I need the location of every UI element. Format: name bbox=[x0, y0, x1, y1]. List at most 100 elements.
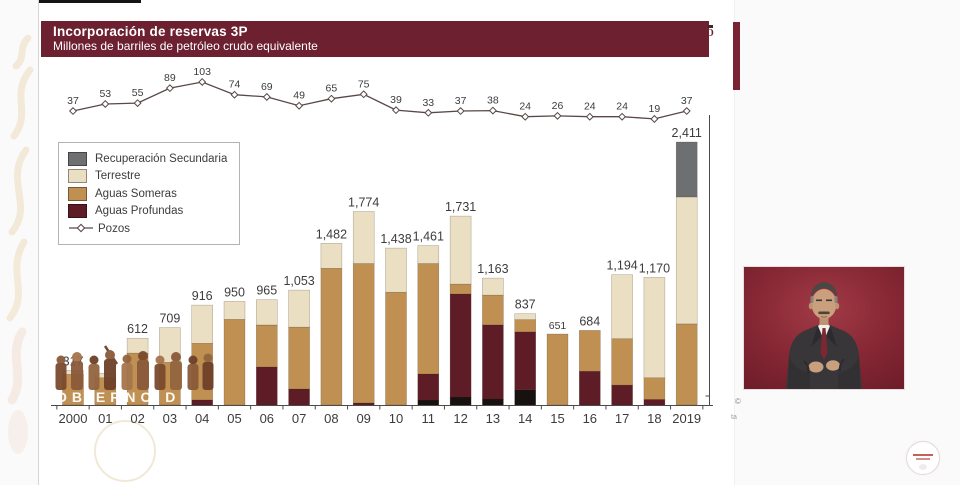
sign-language-interpreter-video bbox=[743, 266, 905, 390]
pozos-marker bbox=[198, 77, 207, 86]
bar-segment-someras bbox=[320, 268, 343, 406]
bar-total-label: 1,163 bbox=[477, 262, 508, 276]
pozos-value-labels: 37 53 55 89 103 74 69 49 65 75 39 33 37 38 24 26 24 24 19 3… bbox=[67, 66, 693, 115]
pozos-value-label: 53 bbox=[99, 88, 111, 100]
bar-segment-terrestre bbox=[256, 299, 278, 326]
bar-segment-terrestre bbox=[417, 245, 440, 264]
x-tick-label: 05 bbox=[227, 411, 241, 426]
top-edge-line bbox=[39, 0, 141, 3]
pozos-marker bbox=[650, 114, 659, 123]
bar-total-label: 965 bbox=[256, 284, 277, 298]
x-tick-label: 15 bbox=[550, 411, 564, 426]
bar-segment-negro bbox=[514, 389, 536, 406]
legend-label: Pozos bbox=[98, 222, 130, 235]
pozos-value-label: 26 bbox=[552, 100, 564, 112]
bar-total-label: 651 bbox=[549, 320, 567, 332]
slide-title-bar: Incorporación de reservas 3P Millones de… bbox=[41, 21, 709, 57]
bar-total-label: 1,482 bbox=[316, 227, 347, 241]
x-tick-label: 10 bbox=[389, 411, 403, 426]
pozos-value-label: 74 bbox=[229, 79, 241, 91]
interpreter-illustration bbox=[744, 267, 904, 389]
legend-label: Aguas Someras bbox=[95, 187, 177, 200]
bar-segment-someras bbox=[579, 330, 601, 372]
x-axis bbox=[51, 115, 713, 410]
gobierno-heroes-watermark: OBIERNO D bbox=[55, 345, 214, 405]
margin-ornament-blob bbox=[8, 410, 28, 454]
legend-label: Recuperación Secundaria bbox=[95, 152, 228, 165]
pozos-value-label: 103 bbox=[193, 66, 211, 78]
bar-segment-terrestre bbox=[482, 277, 504, 296]
bar-total-label: 1,461 bbox=[413, 230, 444, 244]
bar-total-label: 2,411 bbox=[672, 126, 702, 140]
pozos-marker bbox=[327, 94, 336, 103]
legend-swatch-secundaria bbox=[68, 151, 87, 166]
bar-segment-negro bbox=[417, 399, 440, 406]
bar-segment-someras bbox=[675, 323, 698, 406]
small-text-fragment: ta bbox=[731, 414, 737, 421]
bar-segment-someras bbox=[643, 377, 666, 400]
bar-segment-someras bbox=[256, 324, 278, 368]
clipped-logo-letter: O bbox=[706, 28, 714, 39]
bar-segment-profundas bbox=[482, 324, 504, 400]
bar-segment-terrestre bbox=[191, 304, 213, 344]
margin-ornament-watermark bbox=[6, 34, 34, 454]
pozos-polyline bbox=[72, 81, 687, 120]
bar-segment-profundas bbox=[288, 388, 310, 406]
x-tick-label: 17 bbox=[615, 411, 629, 426]
pozos-marker bbox=[488, 106, 497, 115]
bar-segment-someras bbox=[223, 319, 246, 406]
clipped-logo-dot bbox=[708, 25, 713, 28]
gobierno-de-mexico-seal bbox=[906, 441, 940, 475]
pozos-marker bbox=[133, 99, 142, 108]
pozos-marker bbox=[391, 106, 401, 115]
legend-swatch-someras bbox=[68, 186, 87, 201]
x-tick-label: 13 bbox=[486, 411, 500, 426]
faint-seal-watermark bbox=[94, 420, 156, 482]
pozos-value-label: 24 bbox=[519, 101, 531, 113]
legend-item-terrestre: Terrestre bbox=[68, 168, 231, 186]
bar-segment-profundas bbox=[611, 384, 633, 406]
legend-item-recuperacion-secundaria: Recuperación Secundaria bbox=[68, 150, 231, 168]
legend-label: Terrestre bbox=[95, 170, 141, 183]
pozos-value-label: 75 bbox=[358, 78, 370, 90]
legend-swatch-terrestre bbox=[68, 169, 87, 184]
legend-label: Aguas Profundas bbox=[95, 205, 184, 218]
x-tick-label: 18 bbox=[647, 411, 661, 426]
pozos-value-label: 69 bbox=[261, 81, 273, 93]
pozos-marker bbox=[359, 90, 368, 99]
slide-title: Incorporación de reservas 3P bbox=[53, 24, 248, 39]
bar-segment-profundas bbox=[352, 402, 375, 406]
bar-segment-terrestre bbox=[352, 211, 375, 264]
legend-item-aguas-profundas: Aguas Profundas bbox=[68, 203, 231, 221]
pozos-marker bbox=[295, 101, 304, 110]
bar-total-label: 1,194 bbox=[606, 259, 637, 273]
x-tick-label: 12 bbox=[453, 411, 467, 426]
chart-legend: Recuperación Secundaria Terrestre Aguas … bbox=[58, 142, 240, 245]
pozos-marker bbox=[424, 108, 433, 117]
slide-subtitle: Millones de barriles de petróleo crudo e… bbox=[53, 39, 318, 53]
bar-total-label: 916 bbox=[192, 289, 213, 303]
bar-segment-profundas bbox=[256, 366, 278, 406]
bar-segment-negro bbox=[482, 398, 504, 406]
x-tick-label: 06 bbox=[260, 411, 274, 426]
legend-item-pozos: Pozos bbox=[68, 220, 231, 238]
x-axis-labels: 2000 01 02 03 04 05 06 07 08 09 10 11 12 13 14 15 16 17 18… bbox=[59, 411, 702, 426]
pozos-value-label: 19 bbox=[649, 103, 661, 115]
copyright-fragment: © bbox=[735, 397, 741, 406]
bar-segment-terrestre bbox=[320, 243, 343, 269]
bar-segment-terrestre bbox=[288, 289, 310, 328]
pozos-value-label: 65 bbox=[326, 83, 338, 95]
x-tick-label: 11 bbox=[422, 411, 436, 426]
pozos-marker bbox=[521, 112, 530, 121]
bar-segment-terrestre bbox=[385, 247, 407, 293]
bar-segment-profundas bbox=[514, 331, 536, 391]
bar-segment-negro bbox=[449, 396, 472, 406]
legend-swatch-profundas bbox=[68, 204, 87, 219]
pozos-marker bbox=[553, 111, 562, 120]
pozos-value-label: 37 bbox=[681, 95, 693, 107]
bar-segment-someras bbox=[352, 263, 375, 404]
bar-segment-profundas bbox=[449, 293, 472, 398]
pozos-value-label: 33 bbox=[422, 97, 434, 109]
pozos-value-label: 37 bbox=[455, 95, 467, 107]
